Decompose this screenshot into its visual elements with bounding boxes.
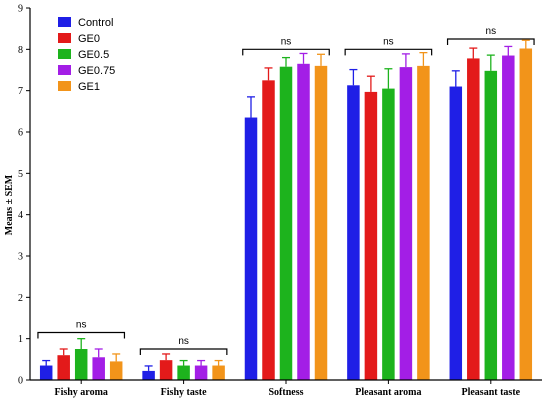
significance-bracket (242, 48, 330, 56)
y-tick-label: 2 (18, 293, 23, 304)
bar (57, 355, 70, 380)
y-tick-label: 1 (18, 334, 23, 345)
axes: 0 1 2 3 4 5 6 7 8 9 Fishy aroma Fishy taste Softness… (18, 4, 542, 398)
bar (244, 117, 258, 381)
bar (177, 365, 190, 380)
y-tick-label: 0 (18, 376, 23, 387)
significance-label: ns (486, 26, 497, 37)
bar (519, 48, 533, 381)
bar (74, 349, 88, 380)
y-tick-label: 4 (18, 210, 23, 221)
x-tick-label: Softness (268, 387, 303, 398)
x-tick-label: Pleasant aroma (355, 387, 421, 398)
significance-label: ns (76, 319, 87, 330)
y-tick-label: 9 (18, 4, 23, 15)
bar (39, 365, 53, 380)
significance-bracket (446, 38, 535, 45)
legend-swatch (58, 65, 71, 75)
significance-label: ns (178, 336, 189, 347)
bar (92, 357, 105, 380)
significance-bracket (344, 48, 433, 56)
bar (314, 65, 328, 380)
significance-label: ns (281, 36, 292, 47)
bar (159, 360, 173, 380)
x-tick-label: Fishy taste (161, 387, 207, 398)
bar (297, 63, 310, 381)
y-tick-label: 5 (18, 169, 23, 180)
bar (417, 65, 430, 380)
bar (484, 70, 498, 381)
significance-bracket (139, 348, 228, 355)
legend-label: GE0.5 (78, 49, 109, 61)
legend-label: GE0.75 (78, 65, 115, 77)
significance-brackets: ns ns ns ns ns (37, 26, 535, 355)
legend: Control GE0 GE0.5 GE0.75 GE1 (58, 17, 115, 93)
bar (212, 365, 225, 380)
bar (364, 91, 378, 380)
bar (262, 80, 275, 380)
bar (109, 361, 123, 380)
legend-swatch (58, 17, 71, 27)
significance-bracket (37, 331, 126, 339)
bar (449, 86, 463, 381)
y-tick-label: 3 (18, 252, 23, 263)
bar (382, 88, 395, 380)
bar (502, 55, 515, 381)
significance-label: ns (383, 36, 394, 47)
x-tick-label: Pleasant taste (461, 387, 520, 398)
legend-label: GE1 (78, 81, 100, 93)
y-axis-title: Means ± SEM (4, 174, 15, 235)
bar (194, 365, 208, 380)
y-tick-label: 6 (18, 128, 23, 139)
legend-swatch (58, 33, 71, 43)
legend-swatch (58, 49, 71, 59)
bar (347, 85, 360, 380)
x-tick-label: Fishy aroma (54, 387, 107, 398)
y-tick-label: 8 (18, 45, 23, 56)
legend-label: Control (78, 17, 113, 29)
bar (142, 370, 155, 380)
legend-label: GE0 (78, 33, 100, 45)
y-tick-label: 7 (18, 86, 23, 97)
bar (399, 67, 413, 381)
bar (279, 66, 293, 381)
legend-swatch (58, 81, 71, 91)
bars (39, 39, 533, 381)
bar (467, 58, 480, 380)
